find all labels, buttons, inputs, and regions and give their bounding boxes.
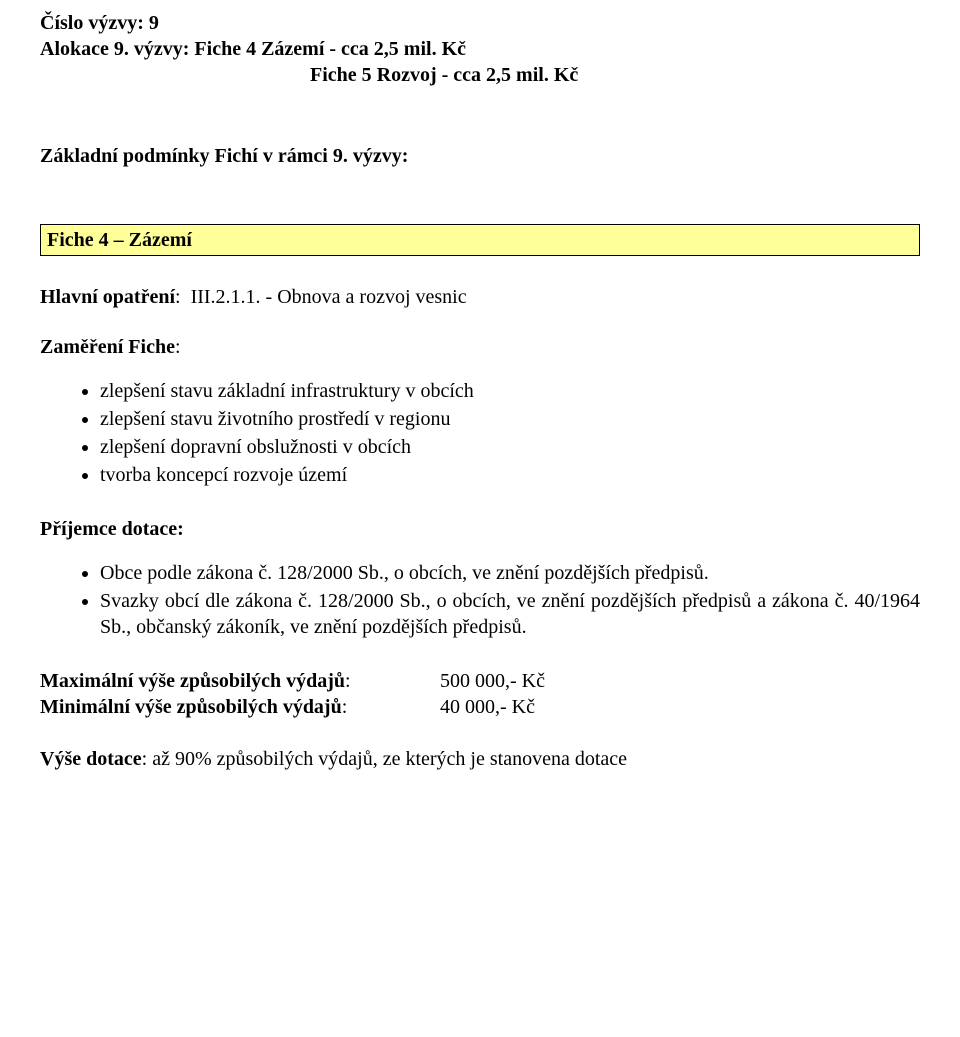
max-eligible-value: 500 000,- Kč xyxy=(440,668,545,694)
allocation-fiche5: Fiche 5 Rozvoj - cca 2,5 mil. Kč xyxy=(310,64,578,86)
list-item: zlepšení stavu základní infrastruktury v… xyxy=(100,378,920,404)
focus-label: Zaměření Fiche xyxy=(40,336,175,358)
header-line-1: Číslo výzvy: 9 xyxy=(40,10,920,36)
min-eligible-row: Minimální výše způsobilých výdajů: 40 00… xyxy=(40,694,920,720)
recipient-label: Příjemce dotace: xyxy=(40,516,920,542)
call-number-value: 9 xyxy=(149,12,159,34)
min-eligible-label-cell: Minimální výše způsobilých výdajů: xyxy=(40,694,440,720)
subsidy-rate-line: Výše dotace: až 90% způsobilých výdajů, … xyxy=(40,746,920,772)
list-item: Obce podle zákona č. 128/2000 Sb., o obc… xyxy=(100,560,920,586)
max-eligible-label-cell: Maximální výše způsobilých výdajů: xyxy=(40,668,440,694)
conditions-heading: Základní podmínky Fichí v rámci 9. výzvy… xyxy=(40,143,920,169)
focus-label-line: Zaměření Fiche: xyxy=(40,334,920,360)
allocation-fiche4: Fiche 4 Zázemí - cca 2,5 mil. Kč xyxy=(194,38,466,60)
main-measure-line: Hlavní opatření: III.2.1.1. - Obnova a r… xyxy=(40,284,920,310)
list-item: Svazky obcí dle zákona č. 128/2000 Sb., … xyxy=(100,588,920,640)
fiche4-band: Fiche 4 – Zázemí xyxy=(40,224,920,256)
main-measure-value: III.2.1.1. - Obnova a rozvoj vesnic xyxy=(191,286,467,308)
subsidy-rate-value: až 90% způsobilých výdajů, ze kterých je… xyxy=(152,748,627,770)
list-item: zlepšení stavu životního prostředí v reg… xyxy=(100,406,920,432)
focus-list: zlepšení stavu základní infrastruktury v… xyxy=(40,378,920,488)
allocation-label: Alokace 9. výzvy: xyxy=(40,38,189,60)
recipient-list: Obce podle zákona č. 128/2000 Sb., o obc… xyxy=(40,560,920,640)
fiche4-band-text: Fiche 4 – Zázemí xyxy=(47,229,192,251)
max-eligible-row: Maximální výše způsobilých výdajů: 500 0… xyxy=(40,668,920,694)
list-item: tvorba koncepcí rozvoje území xyxy=(100,462,920,488)
call-number-label: Číslo výzvy: xyxy=(40,12,144,34)
header-line-2: Alokace 9. výzvy: Fiche 4 Zázemí - cca 2… xyxy=(40,36,920,62)
main-measure-label: Hlavní opatření xyxy=(40,286,175,308)
header-line-3: Fiche 5 Rozvoj - cca 2,5 mil. Kč xyxy=(40,62,920,88)
min-eligible-label: Minimální výše způsobilých výdajů xyxy=(40,696,342,718)
subsidy-rate-label: Výše dotace xyxy=(40,748,142,770)
header-block: Číslo výzvy: 9 Alokace 9. výzvy: Fiche 4… xyxy=(40,10,920,88)
list-item: zlepšení dopravní obslužnosti v obcích xyxy=(100,434,920,460)
min-eligible-value: 40 000,- Kč xyxy=(440,694,535,720)
max-eligible-label: Maximální výše způsobilých výdajů xyxy=(40,670,345,692)
